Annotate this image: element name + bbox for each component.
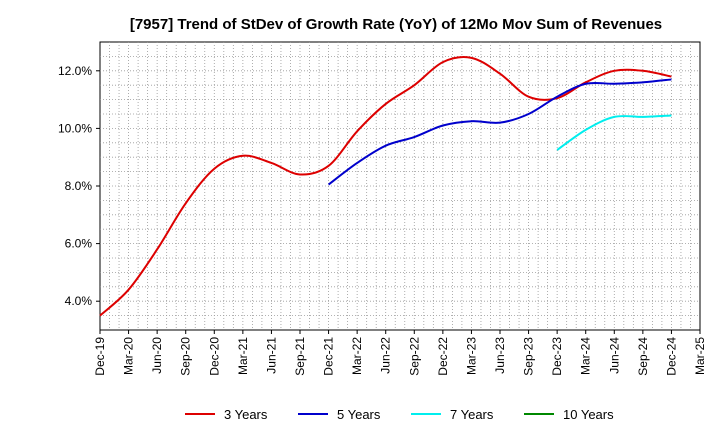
series-line-5-years bbox=[327, 78, 672, 186]
x-tick-label: Dec-20 bbox=[207, 337, 221, 376]
chart-title: [7957] Trend of StDev of Growth Rate (Yo… bbox=[130, 16, 662, 33]
legend-label-3-years: 3 Years bbox=[224, 407, 268, 422]
x-tick-label: Mar-23 bbox=[464, 337, 478, 375]
plot-area: 4.0% 6.0% 8.0% 10.0% 12.0% Dec-19 Mar-20 Jun-20… bbox=[58, 41, 707, 376]
x-tick-label: Dec-23 bbox=[550, 337, 564, 376]
x-tick-label: Jun-22 bbox=[379, 337, 393, 374]
legend-label-7-years: 7 Years bbox=[450, 407, 494, 422]
x-tick-label: Sep-24 bbox=[636, 337, 650, 376]
x-tick-label: Dec-19 bbox=[93, 337, 107, 376]
x-tick-label: Dec-24 bbox=[664, 337, 678, 376]
x-tick-label: Mar-20 bbox=[122, 337, 136, 375]
y-tick-label: 8.0% bbox=[65, 179, 93, 193]
x-tick-label: Sep-21 bbox=[293, 337, 307, 376]
legend-label-5-years: 5 Years bbox=[337, 407, 381, 422]
y-tick-label: 6.0% bbox=[65, 237, 93, 251]
x-tick-label: Jun-21 bbox=[264, 337, 278, 374]
legend-label-10-years: 10 Years bbox=[563, 407, 614, 422]
series-line-7-years bbox=[556, 114, 672, 151]
y-tick-label: 12.0% bbox=[58, 64, 92, 78]
y-tick-label: 4.0% bbox=[65, 294, 93, 308]
x-tick-label: Dec-21 bbox=[322, 337, 336, 376]
x-tick-label: Jun-20 bbox=[150, 337, 164, 374]
x-tick-label: Mar-25 bbox=[693, 337, 707, 375]
x-tick-label: Mar-21 bbox=[236, 337, 250, 375]
x-tick-label: Mar-24 bbox=[579, 337, 593, 375]
x-tick-label: Sep-22 bbox=[407, 337, 421, 376]
x-tick-label: Sep-20 bbox=[179, 337, 193, 376]
x-tick-label: Dec-22 bbox=[436, 337, 450, 376]
legend: 3 Years 5 Years 7 Years 10 Years bbox=[185, 407, 614, 422]
x-tick-label: Sep-23 bbox=[522, 337, 536, 376]
x-tick-label: Jun-24 bbox=[607, 337, 621, 374]
x-tick-label: Mar-22 bbox=[350, 337, 364, 375]
x-tick-label: Jun-23 bbox=[493, 337, 507, 374]
y-tick-label: 10.0% bbox=[58, 121, 92, 135]
